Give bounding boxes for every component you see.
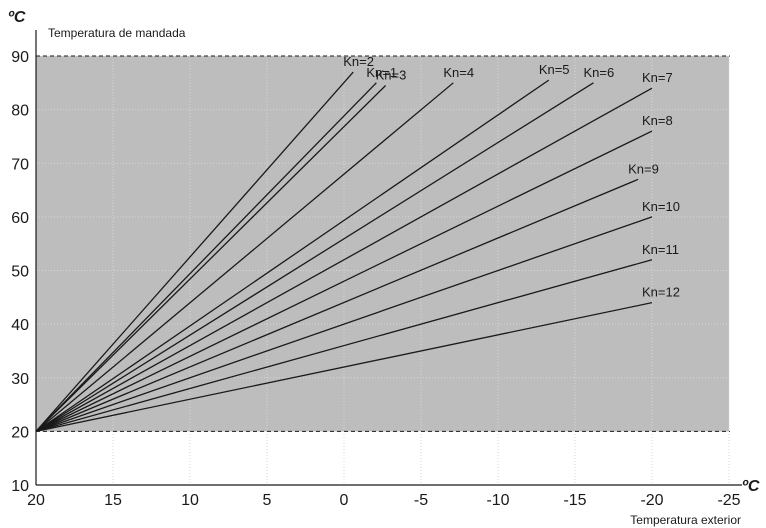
series-label: Kn=4	[443, 65, 474, 80]
x-tick-label: 0	[340, 492, 349, 509]
series-label: Kn=7	[642, 70, 673, 85]
x-axis-unit: ºC	[742, 478, 760, 495]
x-tick-label: -5	[414, 492, 428, 509]
axes	[35, 30, 742, 486]
x-tick-label: 20	[27, 492, 45, 509]
series-line	[35, 82, 454, 432]
series-line	[35, 85, 387, 432]
x-tick-label: -15	[563, 492, 586, 509]
series-line	[35, 178, 639, 432]
x-tick-label: 15	[104, 492, 122, 509]
x-tick-label: 5	[263, 492, 272, 509]
series-line	[35, 79, 550, 432]
series-lines	[35, 71, 653, 433]
series-label: Kn=8	[642, 113, 673, 128]
y-tick-label: 50	[11, 264, 29, 281]
grid	[36, 55, 730, 485]
y-tick-label: 70	[11, 156, 29, 173]
y-tick-label: 40	[11, 317, 29, 334]
series-label: Kn=2	[343, 54, 374, 69]
series-line	[35, 259, 653, 433]
series-label: Kn=11	[642, 242, 679, 257]
y-tick-label: 80	[11, 103, 29, 120]
series-line	[35, 216, 653, 432]
y-tick-label: 60	[11, 210, 29, 227]
series-label: Kn=10	[642, 199, 680, 214]
series-label: Kn=1	[366, 65, 397, 80]
y-tick-label: 20	[11, 424, 29, 441]
series-line	[35, 87, 653, 432]
y-axis-title: Temperatura de mandada	[48, 26, 186, 40]
series-line	[35, 71, 354, 432]
y-tick-label: 90	[11, 49, 29, 66]
series-label: Kn=6	[583, 65, 614, 80]
series-line	[35, 82, 594, 432]
series-label: Kn=3	[376, 67, 407, 82]
x-tick-label: 10	[181, 492, 199, 509]
series-labels: Kn=1Kn=2Kn=3 Kn=4 Kn=5 Kn=6 Kn=7 Kn=8 Kn=9 Kn=1…	[343, 54, 680, 300]
series-line	[35, 130, 653, 432]
x-tick-label: -10	[486, 492, 509, 509]
x-tick-label: -25	[717, 492, 740, 509]
y-tick-label: 30	[11, 371, 29, 388]
series-line	[35, 82, 377, 432]
series-label: Kn=9	[628, 161, 659, 176]
x-axis-title: Temperatura exterior	[630, 513, 741, 527]
series-line	[35, 302, 653, 433]
y-tick-label: 10	[11, 478, 29, 495]
shaded-band	[36, 56, 729, 432]
y-axis-unit: ºC	[8, 9, 26, 26]
series-label: Kn=5	[539, 62, 570, 77]
series-label: Kn=12	[642, 285, 680, 300]
x-tick-label: -20	[640, 492, 663, 509]
